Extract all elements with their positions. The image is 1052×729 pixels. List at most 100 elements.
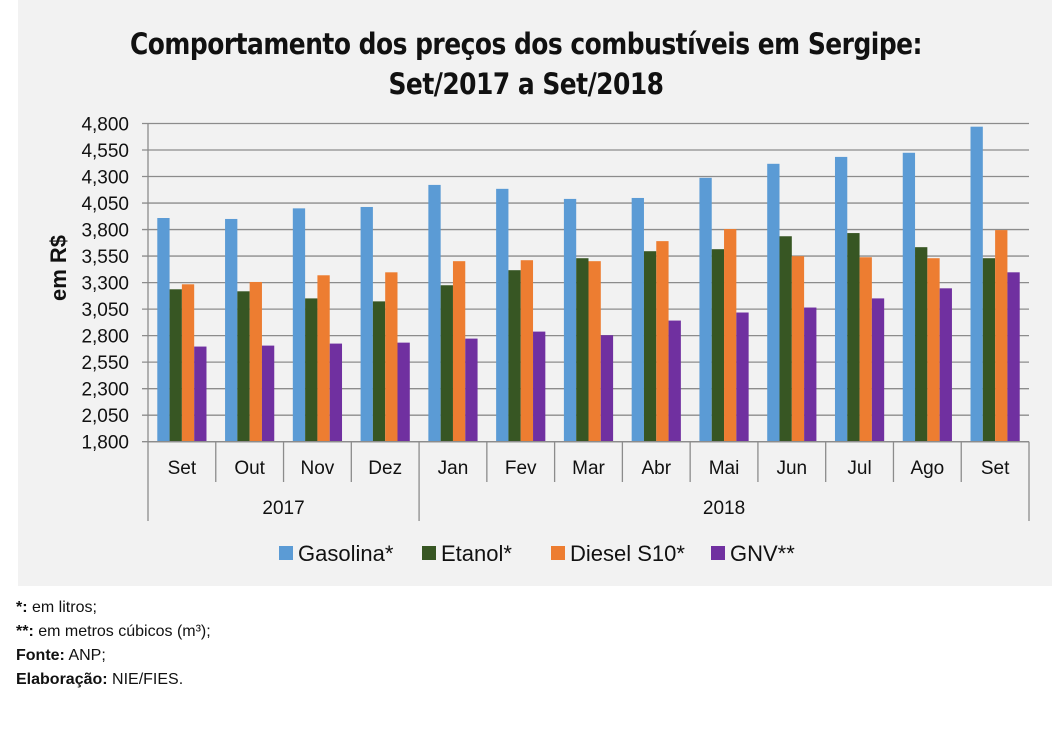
bar-diesel-s10 xyxy=(724,229,737,442)
bar-diesel-s10 xyxy=(385,272,398,442)
y-tick-label: 2,050 xyxy=(81,406,129,427)
x-category-label: Fev xyxy=(505,458,537,479)
y-tick-label: 4,550 xyxy=(81,141,129,162)
y-axis-label: em R$ xyxy=(46,235,71,301)
bar-gasolina xyxy=(225,218,238,442)
bar-gasolina xyxy=(496,188,509,442)
x-category-label: Set xyxy=(981,458,1010,479)
legend-swatch xyxy=(279,546,293,560)
bar-etanol xyxy=(372,301,386,442)
bar-gasolina xyxy=(292,208,306,442)
legend: Gasolina* Etanol* Diesel S10* GNV** xyxy=(279,541,795,566)
bar-gnv xyxy=(668,320,681,442)
bar-gasolina xyxy=(767,163,780,442)
x-category-label: Abr xyxy=(641,458,671,479)
footnote: Fonte: ANP; xyxy=(16,644,211,668)
x-category-label: Mai xyxy=(709,458,740,479)
bar-diesel-s10 xyxy=(859,257,872,442)
bar-gnv xyxy=(1007,272,1020,442)
chart-title-line1: Comportamento dos preços dos combustívei… xyxy=(129,27,923,61)
footnote: Elaboração: NIE/FIES. xyxy=(16,668,211,692)
bar-gnv xyxy=(261,345,275,442)
bar-diesel-s10 xyxy=(520,260,534,442)
x-axis: Set Out Nov Dez Jan Fev Mar Abr Mai Jun Jul Ago Set 2… xyxy=(147,441,1030,521)
legend-item: Etanol* xyxy=(422,541,512,566)
x-group-label: 2018 xyxy=(703,498,745,519)
footnote-key: *: xyxy=(16,599,28,616)
bar-gasolina xyxy=(563,198,577,442)
y-axis-ticks: 1,800 2,050 2,300 2,550 2,800 3,050 3,300 3,550… xyxy=(81,115,129,454)
bar-etanol xyxy=(440,285,453,442)
bar-gnv xyxy=(871,298,885,442)
y-tick-label: 3,050 xyxy=(81,300,129,321)
legend-item: Gasolina* xyxy=(279,541,394,566)
bar-gasolina xyxy=(360,206,373,442)
bar-etanol xyxy=(576,258,589,442)
bar-gasolina xyxy=(699,177,712,442)
bar-diesel-s10 xyxy=(656,241,669,442)
bar-etanol xyxy=(643,251,657,442)
footnote-key: Elaboração: xyxy=(16,671,108,688)
bar-chart: 1,800 2,050 2,300 2,550 2,800 3,050 3,300 3,550… xyxy=(46,115,1030,566)
bar-diesel-s10 xyxy=(588,261,601,442)
legend-label: GNV** xyxy=(730,541,795,566)
y-tick-label: 4,800 xyxy=(81,115,129,136)
footnote-key: Fonte: xyxy=(16,647,65,664)
legend-label: Gasolina* xyxy=(298,541,394,566)
y-tick-label: 1,800 xyxy=(81,433,129,454)
legend-swatch xyxy=(422,546,436,560)
legend-item: GNV** xyxy=(711,541,795,566)
bars xyxy=(157,126,1020,442)
bar-etanol xyxy=(982,258,996,442)
bar-etanol xyxy=(237,291,250,442)
footnote-key: **: xyxy=(16,623,34,640)
footnote-text: ANP; xyxy=(64,647,106,664)
bar-diesel-s10 xyxy=(249,281,262,442)
y-tick-label: 4,050 xyxy=(81,194,129,215)
bar-gnv xyxy=(804,307,817,442)
bar-gnv xyxy=(397,342,410,442)
bar-gnv xyxy=(194,346,207,442)
x-category-label: Jan xyxy=(438,458,469,479)
y-tick-label: 3,300 xyxy=(81,274,129,295)
bar-gasolina xyxy=(428,184,441,442)
y-tick-label: 4,300 xyxy=(81,168,129,189)
x-category-label: Out xyxy=(234,458,265,479)
y-tick-label: 2,300 xyxy=(81,380,129,401)
footnote: *: em litros; xyxy=(16,596,211,620)
footnote-text: em metros cúbicos (m³); xyxy=(33,623,211,640)
bar-diesel-s10 xyxy=(181,284,195,442)
bar-etanol xyxy=(711,249,725,442)
bar-diesel-s10 xyxy=(317,275,330,442)
x-category-label: Mar xyxy=(572,458,605,479)
y-tick-label: 3,800 xyxy=(81,221,129,242)
y-tick-label: 2,550 xyxy=(81,353,129,374)
bar-etanol xyxy=(305,298,318,442)
bar-gnv xyxy=(465,338,478,442)
legend-item: Diesel S10* xyxy=(551,541,685,566)
bar-gasolina xyxy=(834,156,848,442)
footnote-text: em litros; xyxy=(27,599,97,616)
footnote: **: em metros cúbicos (m³); xyxy=(16,620,211,644)
bar-gnv xyxy=(939,288,952,442)
footnote-text: NIE/FIES. xyxy=(107,671,184,688)
footnotes: *: em litros; **: em metros cúbicos (m³);… xyxy=(16,596,211,692)
bar-etanol xyxy=(508,270,521,442)
bar-gasolina xyxy=(970,126,983,442)
y-tick-label: 3,550 xyxy=(81,247,129,268)
legend-label: Diesel S10* xyxy=(570,541,685,566)
x-category-label: Ago xyxy=(910,458,944,479)
bar-etanol xyxy=(915,247,928,442)
bar-gnv xyxy=(736,312,749,442)
legend-swatch xyxy=(551,546,565,560)
x-category-label: Jun xyxy=(776,458,807,479)
x-category-label: Set xyxy=(168,458,197,479)
legend-swatch xyxy=(711,546,725,560)
y-tick-label: 2,800 xyxy=(81,327,129,348)
bar-diesel-s10 xyxy=(791,256,805,442)
bar-etanol xyxy=(779,236,792,442)
x-category-label: Dez xyxy=(368,458,402,479)
x-group-label: 2017 xyxy=(262,498,304,519)
legend-label: Etanol* xyxy=(441,541,512,566)
bar-gnv xyxy=(600,335,614,442)
